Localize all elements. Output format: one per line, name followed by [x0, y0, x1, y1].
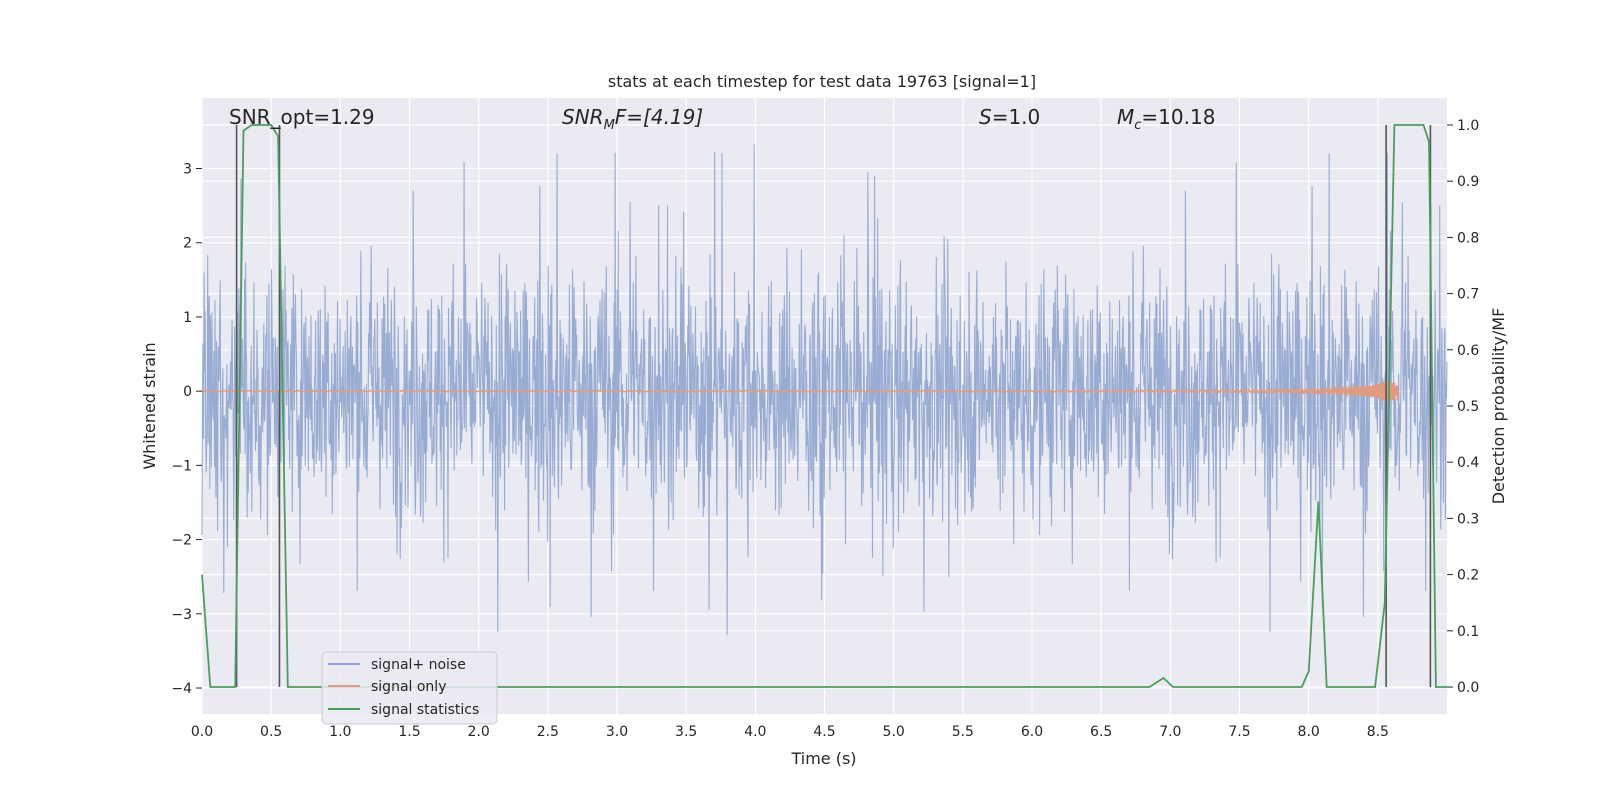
signal-noise-line — [201, 144, 1448, 636]
y2-tick-label: 0.0 — [1457, 680, 1479, 696]
x-tick-label: 0.5 — [260, 724, 282, 740]
y2-tick-label: 0.4 — [1457, 455, 1479, 471]
chart-title: stats at each timestep for test data 197… — [608, 72, 1036, 91]
y2-tick-label: 0.2 — [1457, 568, 1479, 584]
x-tick-label: 1.0 — [329, 724, 351, 740]
snr-mf-annotation: SNRMF=[4.19] — [562, 105, 703, 133]
legend-label-signal-statistics: signal statistics — [371, 702, 479, 718]
x-axis-ticks: 0.0 0.5 1.0 1.5 2.0 2.5 3.0 3.5 4.0 4.5 5.0 5.5 6.0 6… — [191, 724, 1389, 740]
y-tick-label: −1 — [171, 458, 192, 474]
y-tick-label: 1 — [183, 310, 192, 326]
legend-label-signal-noise: signal+ noise — [371, 657, 466, 673]
y2-axis-ticks: 1.0 0.9 0.8 0.7 0.6 0.5 0.4 0.3 0.2 0.1 0.0 — [1447, 118, 1479, 696]
x-tick-label: 8.0 — [1298, 724, 1320, 740]
x-tick-label: 2.5 — [537, 724, 559, 740]
y-tick-label: 0 — [183, 384, 192, 400]
y2-axis-label: Detection probability/MF — [1489, 308, 1508, 505]
y-tick-label: −3 — [171, 607, 192, 623]
signal-statistics-line — [201, 124, 1447, 688]
x-tick-label: 4.0 — [744, 724, 766, 740]
y-tick-label: −4 — [171, 681, 192, 697]
y2-tick-label: 1.0 — [1457, 118, 1479, 134]
signal-noise-series — [201, 144, 1448, 636]
x-tick-label: 3.5 — [675, 724, 697, 740]
x-tick-label: 8.5 — [1367, 724, 1389, 740]
x-tick-label: 7.0 — [1159, 724, 1181, 740]
signal-only-series — [201, 381, 1400, 401]
snr-opt-annotation: SNR_opt=1.29 — [229, 105, 375, 129]
x-tick-label: 5.0 — [883, 724, 905, 740]
legend-label-signal-only: signal only — [371, 679, 446, 695]
y2-tick-label: 0.8 — [1457, 230, 1479, 246]
x-axis-label: Time (s) — [790, 749, 856, 768]
x-tick-label: 2.0 — [468, 724, 490, 740]
x-tick-label: 6.5 — [1090, 724, 1112, 740]
y2-tick-label: 0.9 — [1457, 174, 1479, 190]
signal-only-line — [201, 381, 1400, 401]
s-annotation: S=1.0 — [979, 105, 1040, 129]
y-tick-label: −2 — [171, 533, 192, 549]
y2-tick-label: 0.1 — [1457, 624, 1479, 640]
y2-tick-label: 0.7 — [1457, 287, 1479, 303]
x-tick-label: 4.5 — [813, 724, 835, 740]
x-tick-label: 3.0 — [606, 724, 628, 740]
x-tick-label: 1.5 — [398, 724, 420, 740]
x-tick-label: 0.0 — [191, 724, 213, 740]
y-tick-label: 2 — [183, 236, 192, 252]
x-tick-label: 6.0 — [1021, 724, 1043, 740]
y-axis-label: Whitened strain — [140, 342, 159, 469]
y2-tick-label: 0.3 — [1457, 511, 1479, 527]
mc-annotation: Mc=10.18 — [1117, 105, 1215, 133]
y-axis-ticks: 3 2 1 0 −1 −2 −3 −4 — [171, 162, 202, 697]
y-tick-label: 3 — [183, 162, 192, 178]
y2-tick-label: 0.5 — [1457, 399, 1479, 415]
x-tick-label: 7.5 — [1228, 724, 1250, 740]
x-tick-label: 5.5 — [952, 724, 974, 740]
legend: signal+ noise signal only signal statist… — [321, 651, 498, 725]
y2-tick-label: 0.6 — [1457, 343, 1479, 359]
signal-statistics-series — [201, 124, 1447, 688]
